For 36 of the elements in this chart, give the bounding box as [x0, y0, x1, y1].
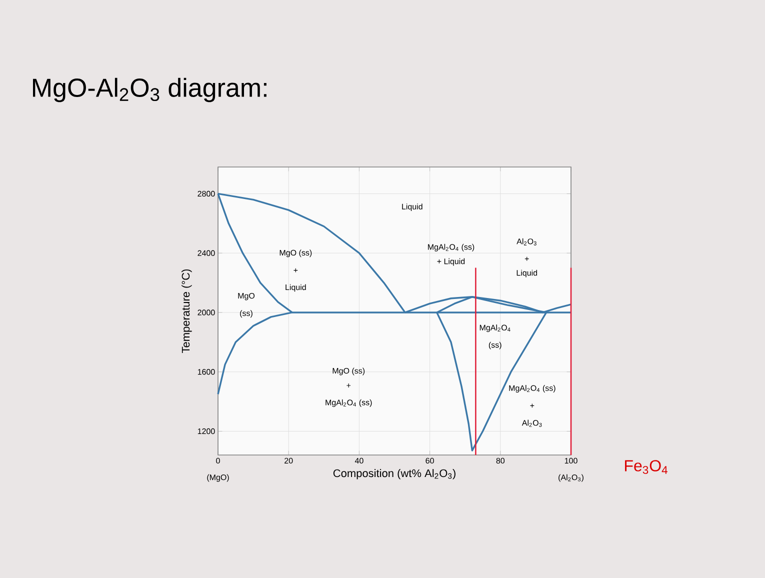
annotation: MgO [238, 292, 255, 300]
annotation: MgAl$_{2}$O$_{4}$ (ss) [326, 399, 372, 407]
annotation: Liquid [516, 270, 538, 278]
annotation: + [294, 268, 298, 272]
x-tick-label: 0 [216, 458, 220, 464]
x-tick-label: 80 [496, 458, 505, 464]
y-tick-label: 2800 [198, 190, 215, 197]
annotation: Liquid [402, 204, 422, 212]
y-tick-label: 1600 [198, 369, 215, 375]
y-tick-label: 2400 [198, 250, 215, 256]
x-tick-label: 20 [284, 458, 293, 464]
text: Fe$_{3}$O$_{4}$ [625, 460, 668, 474]
annotation: MgO (ss) [280, 250, 312, 258]
annotation: + [524, 256, 529, 261]
annotation: Al$_{2}$O$_{3}$ [516, 238, 536, 246]
y-tick-label: 1200 [198, 428, 215, 434]
text: (Al$_{2}$O$_{3}$) [558, 474, 584, 482]
annotation: MgAl$_{2}$O$_{4}$ [480, 324, 510, 332]
annotation: MgAl$_{2}$O$_{4}$ (ss) [428, 244, 474, 252]
annotation: Liquid [286, 284, 306, 292]
annotation: + [530, 404, 534, 408]
annotation: MgAl$_{2}$O$_{4}$ (ss) [509, 385, 556, 392]
x-tick-label: 60 [426, 458, 434, 464]
annotation: Al$_{2}$O$_{3}$ [522, 420, 542, 427]
annotation: (ss) [240, 310, 252, 318]
y-tick-label: 2000 [198, 310, 215, 316]
annotation: + Liquid [437, 258, 465, 266]
annotation: MgO (ss) [332, 368, 365, 376]
x-axis-title: Composition (wt% Al$_{2}$O$_{3}$) [333, 469, 456, 480]
x-tick-label: 40 [354, 458, 364, 464]
annotation: (ss) [488, 342, 502, 350]
text: (MgO) [207, 474, 229, 482]
annotation: + [346, 384, 351, 388]
x-tick-label: 100 [564, 458, 578, 464]
chart-title: MgO-Al$_{2}$O$_{3}$ diagram: [33, 78, 266, 102]
y-axis-title: Temperature (°C) [182, 269, 192, 353]
